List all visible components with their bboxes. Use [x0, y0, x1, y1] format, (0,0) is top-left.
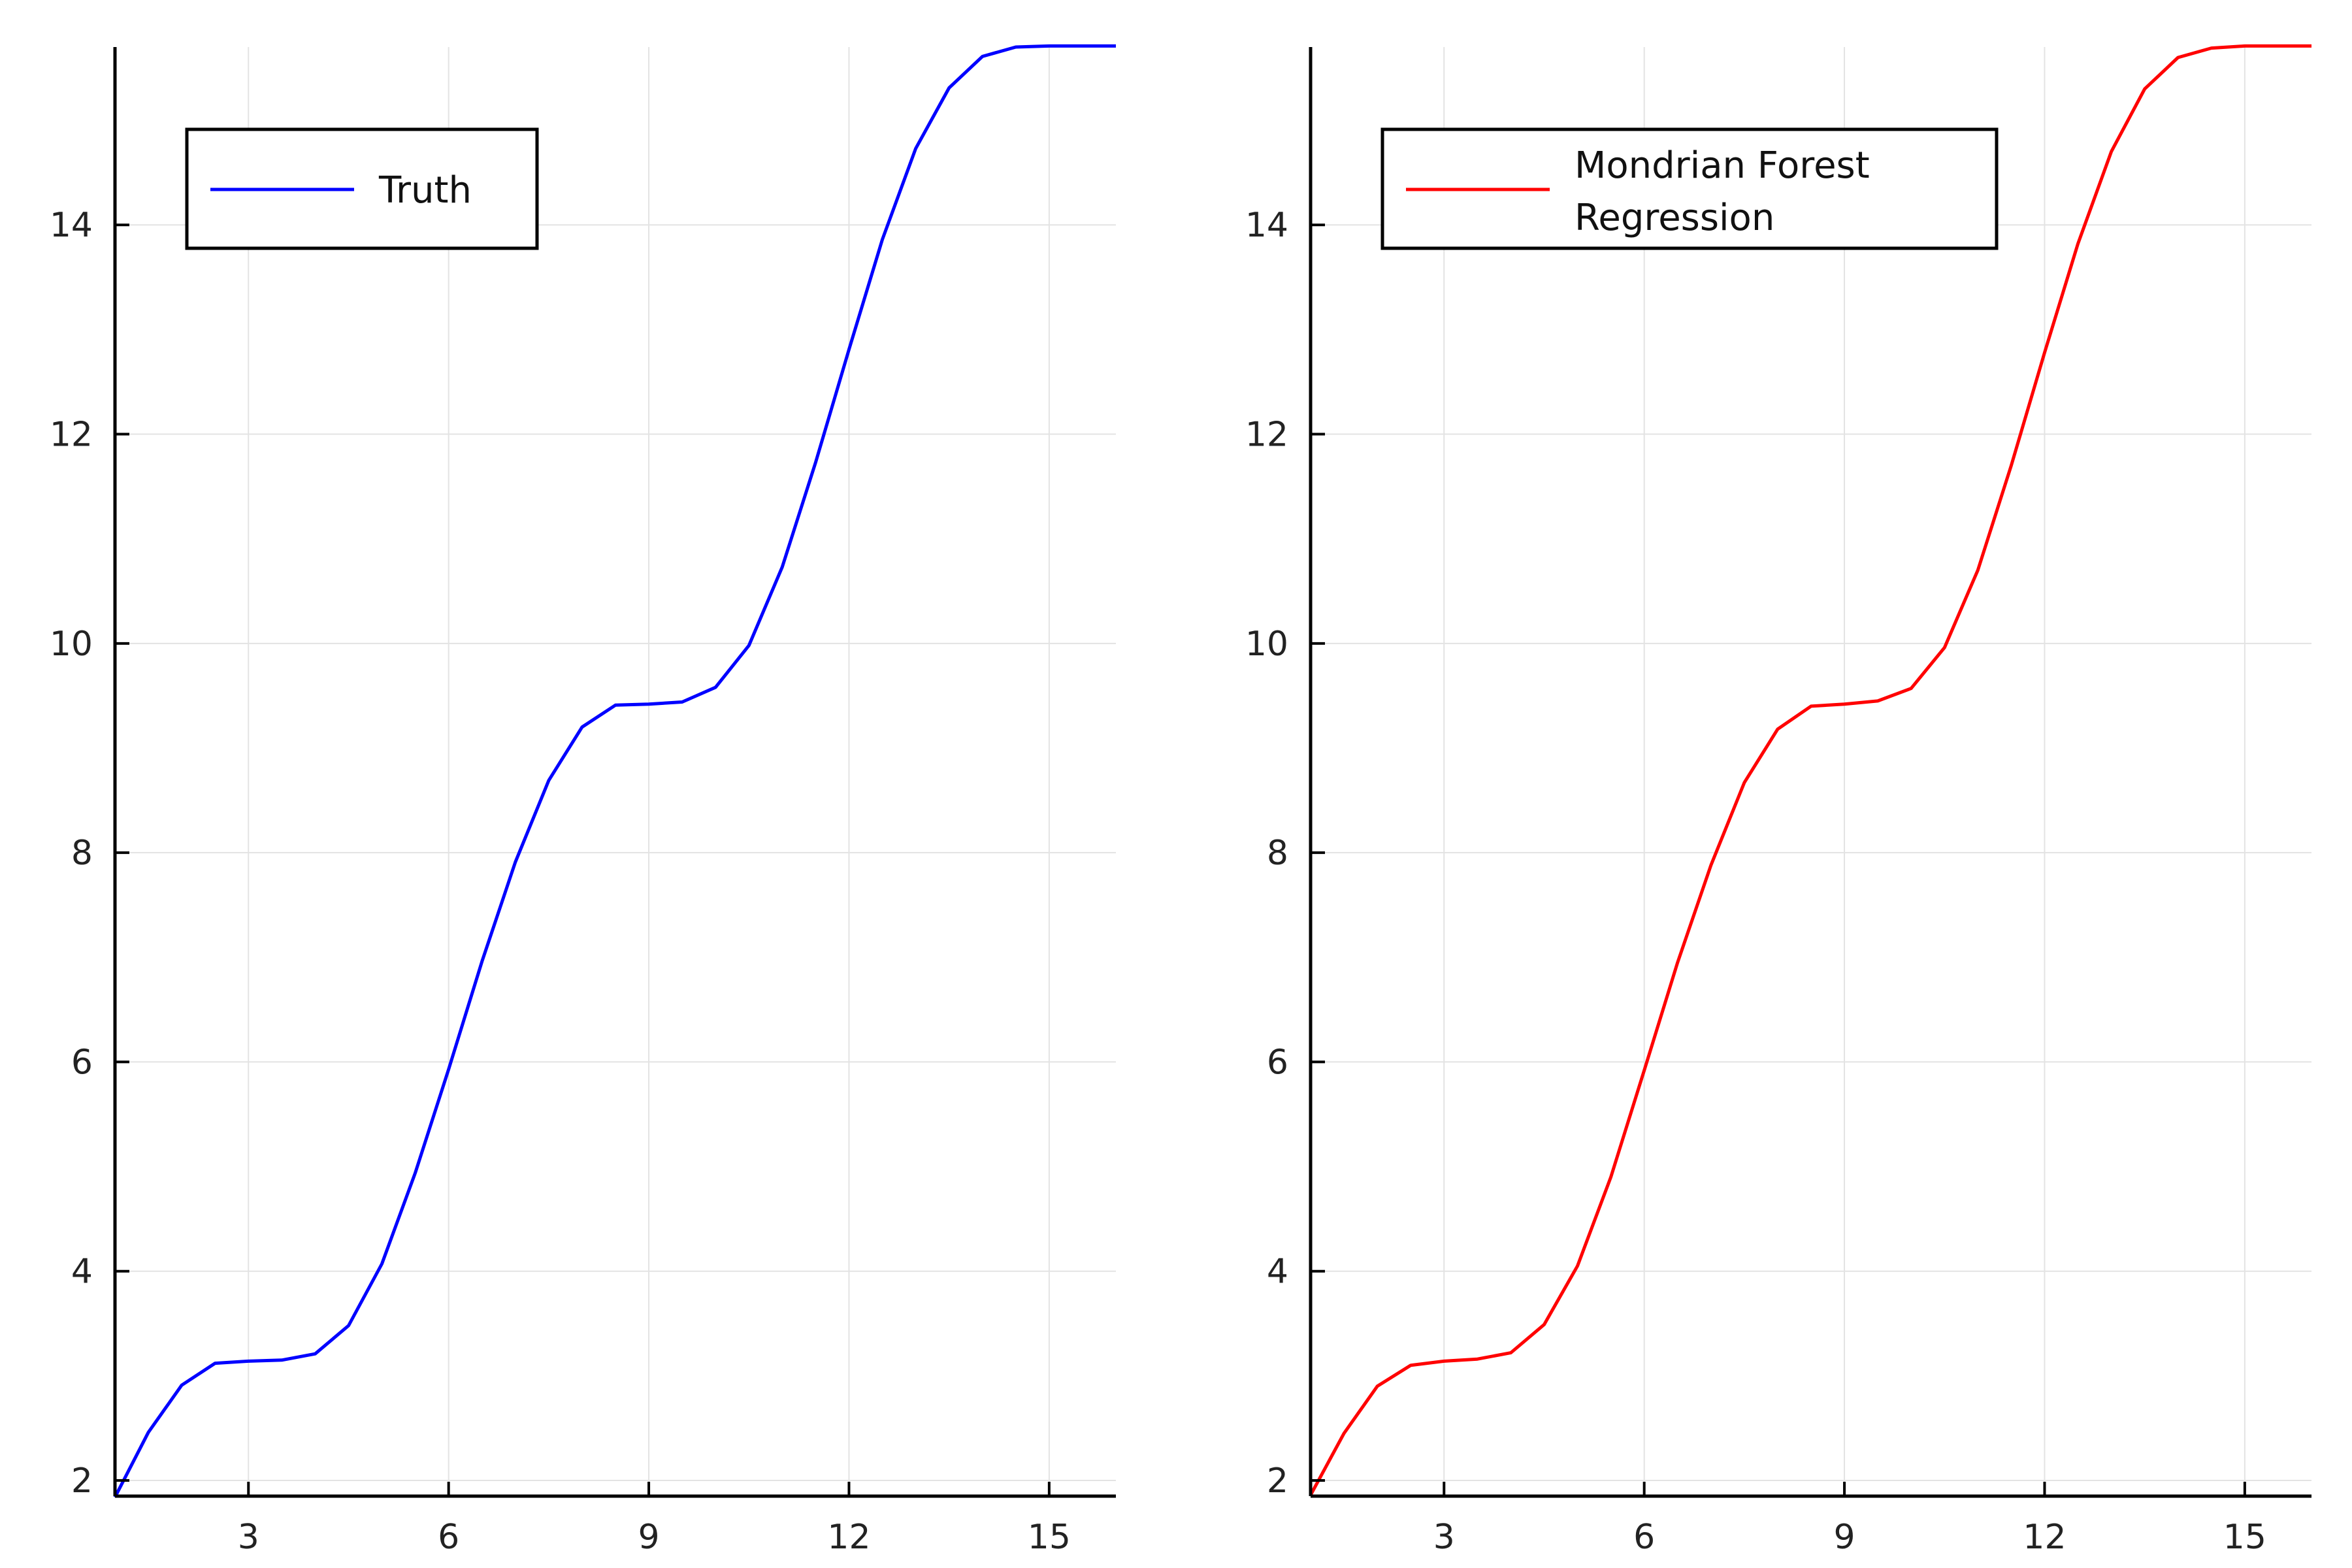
series-line-0 — [1309, 44, 2311, 1496]
right-chart-panel: 3 6 9 12 15 2 4 6 8 10 12 14 Mondrian Forest Regressi… — [1245, 44, 2311, 1557]
x-tick-label: 9 — [1834, 1518, 1855, 1557]
x-tick-label: 12 — [827, 1518, 870, 1557]
x-tick-label: 9 — [638, 1518, 660, 1557]
legend: Mondrian Forest Regression — [1380, 127, 1999, 250]
x-tick-label: 6 — [438, 1518, 459, 1557]
y-tick-label: 6 — [1267, 1043, 1288, 1082]
x-tick-label: 12 — [2023, 1518, 2066, 1557]
y-tick-label: 14 — [1245, 206, 1288, 245]
y-tick-label: 10 — [1245, 625, 1288, 664]
x-tick-label: 15 — [2223, 1518, 2266, 1557]
y-tick-label: 10 — [50, 625, 93, 664]
x-tick-label: 15 — [1028, 1518, 1071, 1557]
left-chart-panel: 3 6 9 12 15 2 4 6 8 10 12 14 Truth — [50, 44, 1116, 1557]
legend-label: Mondrian Forest Regression — [1575, 144, 1870, 239]
y-tick-label: 4 — [71, 1252, 93, 1292]
y-tick-label: 4 — [1267, 1252, 1288, 1292]
legend-label: Truth — [378, 169, 472, 212]
x-tick-label: 3 — [1433, 1518, 1455, 1557]
y-tick-label: 8 — [1267, 834, 1288, 873]
y-tick-label: 2 — [1267, 1462, 1288, 1501]
y-tick-label: 2 — [71, 1462, 93, 1501]
y-tick-label: 12 — [1245, 416, 1288, 455]
legend: Truth — [185, 127, 539, 250]
y-tick-label: 6 — [71, 1043, 93, 1082]
series-line-0 — [113, 44, 1116, 1498]
x-tick-label: 3 — [238, 1518, 259, 1557]
y-tick-label: 14 — [50, 206, 93, 245]
x-tick-label: 6 — [1633, 1518, 1655, 1557]
y-tick-label: 12 — [50, 416, 93, 455]
y-tick-label: 8 — [71, 834, 93, 873]
